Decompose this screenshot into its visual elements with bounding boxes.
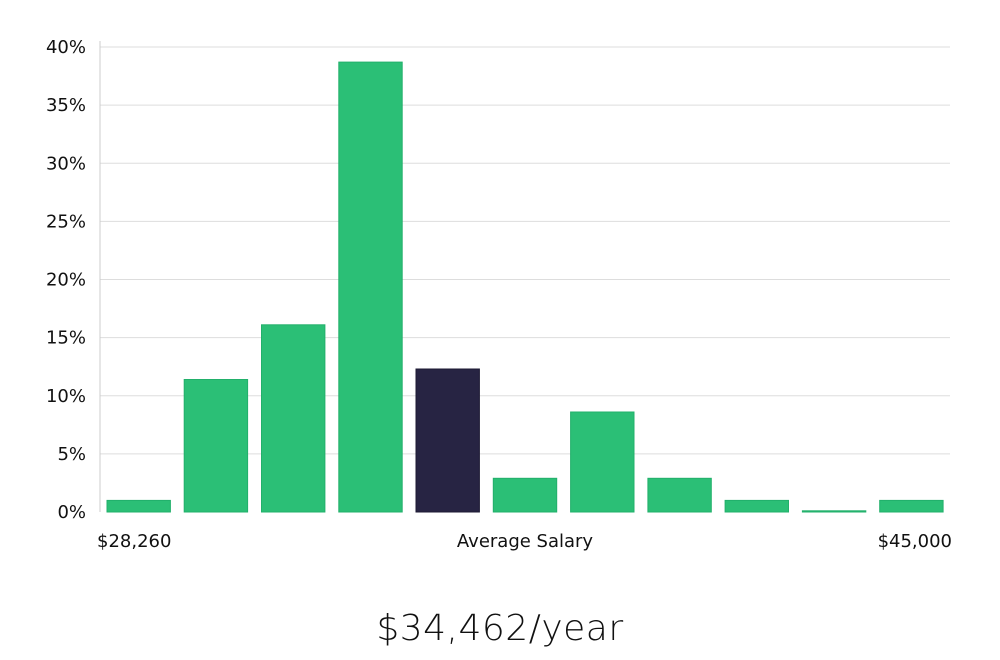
histogram-bar xyxy=(183,379,249,513)
y-tick-label: 15% xyxy=(46,328,86,349)
y-tick-label: 25% xyxy=(46,211,86,232)
y-tick-label: 5% xyxy=(57,444,86,465)
histogram-bar xyxy=(647,477,712,513)
y-tick-label: 10% xyxy=(46,386,86,407)
x-axis-min-label: $28,260 xyxy=(97,531,171,552)
histogram-bar xyxy=(801,510,867,513)
histogram-bar xyxy=(879,499,944,513)
x-axis-title: Average Salary xyxy=(457,531,594,552)
histogram-bar-highlighted xyxy=(415,368,480,513)
y-tick-label: 40% xyxy=(46,37,86,58)
bars xyxy=(106,61,944,513)
y-tick-label: 0% xyxy=(57,502,86,523)
histogram-bar xyxy=(570,411,635,513)
average-salary-value: $34,462/year xyxy=(376,608,624,649)
y-tick-label: 30% xyxy=(46,153,86,174)
histogram-bar xyxy=(492,477,558,513)
histogram-bar xyxy=(106,499,171,513)
y-tick-label: 20% xyxy=(46,270,86,291)
y-axis-ticks: 0% 5% 10% 15% 20% 25% 30% 35% 40% xyxy=(46,37,86,523)
histogram-bar xyxy=(338,61,403,513)
y-tick-label: 35% xyxy=(46,95,86,116)
histogram-bar xyxy=(261,324,326,513)
salary-histogram-chart: 0% 5% 10% 15% 20% 25% 30% 35% 40% $28,260 Averag… xyxy=(46,37,952,552)
x-axis-max-label: $45,000 xyxy=(878,531,952,552)
histogram-bar xyxy=(724,499,789,513)
